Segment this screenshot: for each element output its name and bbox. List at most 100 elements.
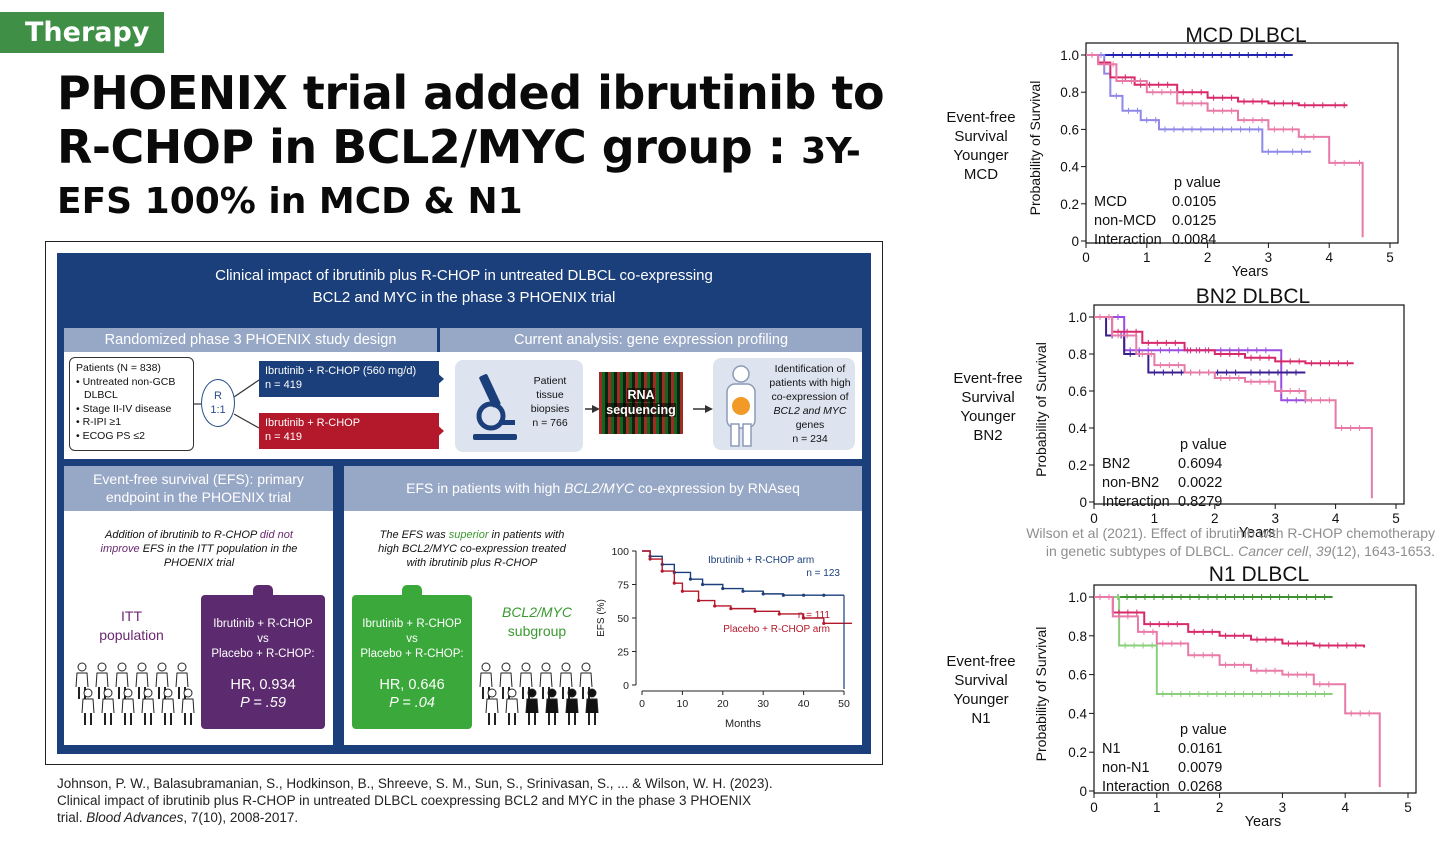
person-head	[97, 662, 107, 672]
efs-censor-mark	[696, 598, 701, 603]
pvalue-value: 0.0022	[1178, 475, 1222, 491]
x-tick-label: 4	[1332, 511, 1340, 526]
km-series-line	[1094, 316, 1306, 374]
person-icon	[559, 662, 573, 699]
y-tick-label: 0.6	[1068, 384, 1087, 399]
patients-line: • ECOG PS ≤2	[76, 429, 145, 442]
x-tick-label: 5	[1392, 511, 1400, 526]
person-head	[143, 688, 153, 698]
efs-legend-ibrutinib: Ibrutinib + R-CHOP arm	[708, 555, 814, 566]
person-legs	[84, 713, 92, 725]
pvalue-label: BN2	[1102, 456, 1130, 472]
efs-censor-mark	[777, 612, 781, 616]
person-head	[183, 688, 193, 698]
design-panel: Patients (N = 838) • Untreated non-GCB D…	[64, 352, 862, 459]
arm-red-label: Ibrutinib + R-CHOP	[265, 417, 361, 429]
y-tick-label: 0.4	[1060, 160, 1079, 175]
person-head	[587, 688, 597, 698]
pvalue-value: 0.0079	[1178, 760, 1222, 776]
subgroup-statement: The EFS was superior in patients with hi…	[377, 528, 567, 570]
pvalue-value: 0.0125	[1172, 213, 1216, 229]
rnaseq-title: EFS in patients with high BCL2/MYC co-ex…	[344, 466, 862, 511]
person-icon	[95, 662, 109, 699]
pvalue-value: 0.0161	[1178, 741, 1222, 757]
x-tick-label: 0	[639, 698, 645, 710]
pvalue-label: Interaction	[1094, 232, 1162, 248]
ident-line: Identification of	[774, 363, 846, 375]
citation-volume: 39	[1315, 543, 1332, 559]
person-icon	[81, 688, 95, 725]
itt-text-a: Addition of ibrutinib to R-CHOP	[105, 529, 260, 541]
y-axis-label: Probability of Survival	[1027, 81, 1043, 216]
side-label-line: BN2	[973, 427, 1003, 444]
citation-text: trial.	[57, 810, 87, 825]
person-body	[485, 698, 499, 714]
title-line-2b: 3Y-	[801, 131, 861, 172]
pvalue-value: 0.6094	[1178, 456, 1222, 472]
x-tick-label: 0	[1090, 511, 1098, 526]
km-series-line	[1094, 316, 1354, 365]
side-label-line: Event-free	[946, 109, 1016, 126]
abstract-header-line-2: BCL2 and MYC in the phase 3 PHOENIX tria…	[312, 289, 616, 306]
efs-censor-mark	[701, 582, 705, 587]
pvalue-label: Interaction	[1102, 779, 1170, 795]
design-title: Randomized phase 3 PHOENIX study design	[64, 328, 437, 352]
pvalue-header: p value	[1180, 437, 1227, 453]
y-tick-label: 0.6	[1060, 122, 1079, 137]
y-tick-label: 0.6	[1068, 668, 1087, 683]
person-body	[499, 672, 513, 688]
x-tick-label: 1	[1143, 250, 1151, 265]
person-head	[123, 688, 133, 698]
rnaseq-title-a: EFS in patients with high	[406, 480, 565, 496]
pvalue-value: 0.8279	[1178, 494, 1222, 510]
x-tick-label: 1	[1153, 800, 1161, 815]
itt-statement: Addition of ibrutinib to R-CHOP did not …	[84, 528, 314, 570]
km-title: N1 DLBCL	[1209, 563, 1309, 586]
side-label-n1: Event-free Survival Younger N1	[935, 652, 1027, 728]
y-axis-label: Probability of Survival	[1033, 342, 1049, 477]
pvalue-label: Interaction	[1102, 494, 1170, 510]
subgroup-label: BCL2/MYC subgroup	[492, 603, 582, 641]
person-icon	[75, 662, 89, 699]
person-body	[525, 698, 539, 714]
person-head	[177, 662, 187, 672]
pvalue-header: p value	[1180, 722, 1227, 738]
km-plot-frame	[1093, 304, 1405, 505]
ident-line: co-expression of	[771, 391, 849, 403]
side-label-line: Event-free	[946, 653, 1016, 670]
person-body	[101, 698, 115, 714]
person-icon	[121, 688, 135, 725]
km-series-line	[1094, 316, 1373, 499]
side-label-line: Event-free	[953, 370, 1023, 387]
person-body	[121, 698, 135, 714]
side-label-line: Younger	[953, 147, 1009, 164]
person-icon	[565, 688, 579, 725]
citation-wilson: Wilson et al (2021). Effect of ibrutinib…	[940, 524, 1435, 560]
x-axis-label: Years	[1245, 814, 1282, 830]
title-line-2: R-CHOP in BCL2/MYC group : 3Y-	[57, 120, 861, 174]
person-head	[83, 688, 93, 698]
arm-placebo: Ibrutinib + R-CHOP n = 419	[259, 413, 439, 449]
efs-censor-mark	[822, 621, 826, 625]
person-legs	[104, 713, 112, 725]
km-chart-bn2: BN2 DLBCL 0 0.2 0.4 0.6 0.8 1.0 0 1 2 3 4 5 Years Prob…	[1033, 285, 1405, 541]
person-icon	[161, 688, 175, 725]
itt-hazard-ratio: HR, 0.934	[230, 677, 296, 693]
subgroup-p-value: P = .04	[389, 695, 435, 711]
efs-censor-mark	[672, 581, 676, 585]
person-legs	[184, 713, 192, 725]
itt-box-line: Ibrutinib + R-CHOP	[213, 618, 313, 630]
km-chart-mcd: MCD DLBCL 0 0.2 0.4 0.6 0.8 1.0 0 1 2 3 4 5 Years Prob…	[1027, 24, 1399, 280]
efs-series-line	[642, 550, 853, 625]
person-icon	[141, 688, 155, 725]
x-tick-label: 5	[1386, 250, 1394, 265]
person-head	[501, 662, 511, 672]
person-body	[579, 672, 593, 688]
itt-people-icon	[75, 662, 195, 725]
person-body	[155, 672, 169, 688]
person-icon	[181, 688, 195, 725]
efs-censor-mark	[761, 592, 765, 596]
abstract-header-line-1: Clinical impact of ibrutinib plus R-CHOP…	[215, 267, 713, 284]
person-body	[81, 698, 95, 714]
x-tick-label: 30	[757, 698, 769, 710]
